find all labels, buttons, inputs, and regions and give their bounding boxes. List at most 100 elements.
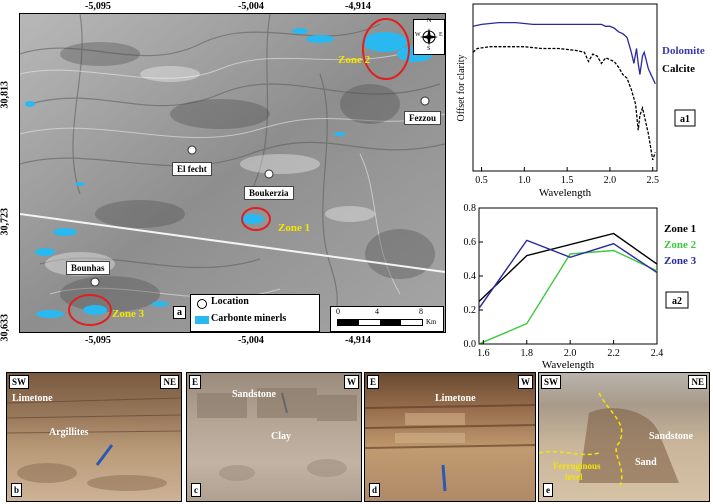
compass-s: S	[427, 46, 431, 52]
photo-e-level: level	[565, 472, 583, 482]
photo-c-right-tag: W	[344, 375, 359, 389]
photo-c-clay: Clay	[271, 431, 291, 442]
scale-tick-8: 8	[419, 307, 423, 316]
photo-c-sandstone: Sandstone	[232, 389, 276, 400]
photo-d-right-tag: W	[518, 375, 533, 389]
scale-tick-0: 0	[336, 307, 340, 316]
a1-series-calcite	[472, 46, 656, 161]
photo-d-limetone: Limetone	[435, 393, 476, 404]
zone-circles	[68, 18, 410, 326]
compass-n: N	[427, 18, 432, 24]
photo-c-texture	[197, 388, 357, 481]
a1-xtick-label-1: 1.0	[518, 175, 531, 186]
map-top-tick-2: -5,004	[238, 1, 264, 12]
a2-panel-box	[665, 291, 689, 309]
a2-legend-zone3: Zone 3	[664, 255, 697, 267]
scale-bar-graphic	[337, 319, 423, 326]
a2-ytick-label-1: 0.2	[464, 305, 477, 316]
a1-legend-dolomite: Dolomite	[662, 45, 705, 57]
map-bottom-tick-2: -5,004	[238, 335, 264, 346]
photo-e-sand: Sand	[635, 457, 657, 468]
photo-d-texture	[365, 404, 535, 492]
a1-xtick-label-2: 1.5	[561, 175, 574, 186]
a1-xtick-label-4: 2.5	[646, 175, 659, 186]
a2-x-axis-label: Wavelength	[542, 359, 595, 371]
a2-series-zone-2	[478, 249, 658, 345]
map-left-tick-1: 30,813	[0, 81, 11, 109]
legend-carbonate-swatch	[195, 316, 209, 324]
a2-y-ticks: 0.0 0.2 0.4 0.6 0.8	[464, 203, 483, 350]
a1-xtick-label-3: 2.0	[604, 175, 617, 186]
a1-x-axis-label: Wavelength	[539, 187, 592, 199]
map-bottom-tick-3: -4,914	[345, 335, 371, 346]
photo-b-texture	[7, 397, 181, 491]
a2-ytick-label-4: 0.8	[464, 203, 477, 214]
a1-xtick-label-0: 0.5	[475, 175, 488, 186]
spectra-chart-a2: 1.6 1.8 2.0 2.2 2.4 0.0 0.2 0.4 0.6 0.8 Waveleng…	[464, 203, 697, 371]
compass-rose: N S E W	[413, 18, 445, 55]
photo-e-right-tag: NE	[688, 375, 707, 389]
a2-legend-zone2: Zone 2	[664, 239, 697, 251]
a2-xtick-label-0: 1.6	[477, 348, 490, 359]
location-markers	[90, 96, 430, 287]
photo-b-right-tag: NE	[160, 375, 179, 389]
a1-panel-box	[674, 109, 696, 127]
spectra-chart-a1: 0.5 1.0 1.5 2.0 2.5 Wavelength Offset for cl…	[456, 3, 705, 199]
map-top-tick-3: -4,914	[345, 1, 371, 12]
photo-b-argillites: Argillites	[49, 427, 89, 438]
a2-xtick-label-2: 2.0	[564, 348, 577, 359]
map-panel-letter: a	[173, 306, 186, 319]
location-label-el-fecht: El fecht	[172, 162, 212, 176]
a2-panel-label: a2	[672, 296, 682, 307]
photo-e: SW NE Sandstone Sand Ferruginous level e	[538, 372, 710, 502]
a2-xtick-label-3: 2.2	[607, 348, 620, 359]
photo-c-left-tag: E	[189, 375, 202, 389]
a2-legend-zone1: Zone 1	[664, 223, 696, 235]
map-left-tick-2: 30,723	[0, 208, 11, 236]
carbonate-patches	[25, 28, 433, 318]
zone-3-label: Zone 3	[112, 308, 145, 320]
a1-plot-frame	[472, 3, 658, 172]
photo-e-sandstone: Sandstone	[649, 431, 693, 442]
photo-c-letter: c	[191, 483, 201, 497]
photo-e-left-tag: SW	[541, 375, 562, 389]
legend-location-text: Location	[211, 296, 249, 307]
compass-icon	[420, 28, 438, 46]
rock-hammer-b	[95, 444, 114, 466]
a1-panel-label: a1	[680, 114, 690, 125]
location-label-fezzou: Fezzou	[404, 111, 441, 125]
a2-plot-frame	[478, 207, 658, 345]
a1-series-group	[472, 21, 656, 161]
map-legend: Location Carbonte minerls	[190, 294, 320, 332]
photo-e-letter: e	[543, 483, 553, 497]
photo-b-left-tag: SW	[9, 375, 30, 389]
satellite-map: N S E W El fecht Boukerzia Bounhas Fezzo…	[19, 13, 446, 333]
scale-tick-4: 4	[375, 307, 379, 316]
a1-x-ticks: 0.5 1.0 1.5 2.0 2.5	[475, 167, 659, 186]
photo-d-left-tag: E	[367, 375, 380, 389]
compass-e: E	[439, 32, 443, 38]
map-top-tick-1: -5,095	[85, 1, 111, 12]
a2-series-zone-3	[478, 239, 658, 309]
a2-ytick-label-3: 0.6	[464, 237, 477, 248]
a2-series-group	[478, 232, 658, 345]
map-left-tick-3: 30,633	[0, 314, 11, 342]
map-terrain	[20, 14, 445, 332]
photo-b-letter: b	[11, 483, 23, 497]
legend-carbonate-text: Carbonte minerls	[211, 313, 287, 324]
a1-legend-calcite: Calcite	[662, 63, 695, 75]
a2-xtick-label-1: 1.8	[521, 348, 534, 359]
photo-e-ferruginous: Ferruginous	[553, 461, 601, 471]
a2-ytick-label-0: 0.0	[464, 339, 477, 350]
location-label-boukerzia: Boukerzia	[244, 186, 294, 200]
a1-y-axis-label: Offset for clarity	[456, 54, 467, 121]
photo-b-limetone: Limetone	[12, 393, 53, 404]
a1-series-dolomite	[472, 21, 656, 85]
zone-1-label: Zone 1	[278, 222, 311, 234]
zone-2-label: Zone 2	[338, 54, 371, 66]
photo-d-letter: d	[369, 483, 381, 497]
a2-xtick-label-4: 2.4	[651, 348, 664, 359]
scale-bar: 0 4 8 Km	[330, 306, 444, 332]
map-bottom-tick-1: -5,095	[85, 335, 111, 346]
photo-e-texture	[539, 392, 679, 489]
